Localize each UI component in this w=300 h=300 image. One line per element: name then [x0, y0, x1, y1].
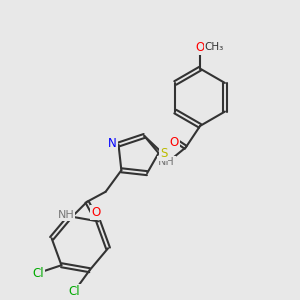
- Text: O: O: [196, 41, 205, 54]
- Text: NH: NH: [58, 210, 74, 220]
- Text: O: O: [91, 206, 101, 219]
- Text: Cl: Cl: [68, 285, 80, 298]
- Text: O: O: [170, 136, 179, 148]
- Text: N: N: [108, 136, 117, 150]
- Text: S: S: [160, 147, 167, 160]
- Text: NH: NH: [158, 157, 175, 167]
- Text: CH₃: CH₃: [205, 42, 224, 52]
- Text: Cl: Cl: [33, 267, 44, 280]
